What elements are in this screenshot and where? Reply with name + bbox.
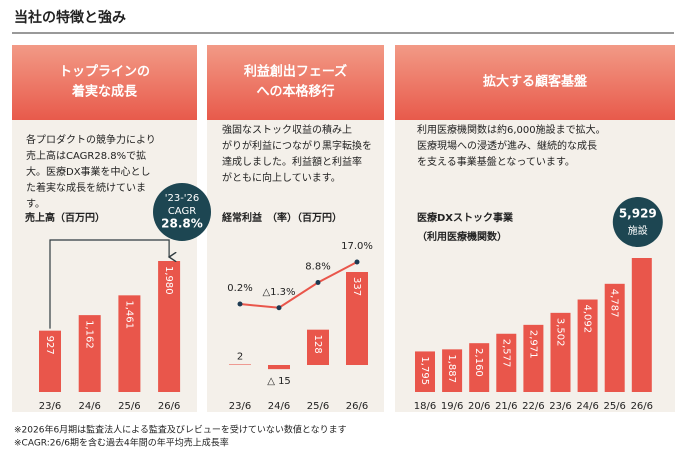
rate-marker	[276, 305, 282, 311]
x-tick-label: 25/6	[307, 401, 329, 412]
bar	[118, 295, 141, 392]
bar	[268, 365, 290, 370]
callout-badge	[612, 197, 663, 247]
bar	[78, 315, 101, 392]
bar	[415, 351, 435, 392]
cagr-text: 28.8%	[161, 217, 203, 231]
x-tick-label: 25/6	[118, 401, 140, 412]
bar	[604, 283, 625, 392]
cagr-text: CAGR	[168, 206, 196, 217]
panel-header	[12, 45, 197, 120]
chart-title: 医療DXストック事業	[417, 211, 514, 224]
bar	[577, 299, 598, 392]
panel-text: 利用医療機関数は約6,000施設まで拡大。	[417, 123, 606, 136]
bar	[523, 324, 544, 392]
bar	[550, 312, 571, 392]
rate-label: 8.8%	[305, 262, 330, 273]
value-label: 2	[237, 351, 243, 362]
bar	[39, 330, 61, 392]
chart-title: （利用医療機関数）	[417, 230, 507, 243]
chart-title: 売上高（百万円）	[25, 211, 105, 224]
callout-unit: 施設	[628, 224, 648, 237]
x-tick-label: 25/6	[603, 401, 625, 412]
rate-marker	[315, 280, 321, 285]
x-tick-label: 20/6	[468, 401, 490, 412]
rate-label: △1.3%	[262, 287, 295, 298]
rate-marker	[237, 301, 243, 307]
bar	[229, 364, 251, 365]
panel-text: を支える事業基盤となっています。	[417, 155, 575, 168]
cagr-badge	[153, 183, 211, 241]
cagr-arrow	[49, 239, 169, 329]
panel-heading: 着実な成長	[71, 84, 138, 100]
x-tick-label: 22/6	[522, 401, 544, 412]
panel-text: がりが利益につながり黒字転換を	[222, 139, 372, 152]
chart-title: 経常利益 （率）（百万円）	[222, 211, 342, 224]
bar	[631, 258, 652, 392]
panel-heading: 利益創出フェーズ	[244, 64, 347, 80]
panel-text: 医療現場への浸透が進み、継続的な成長	[417, 139, 597, 152]
panel-text: 各プロダクトの競争力により	[26, 133, 156, 146]
value-label: 927	[44, 336, 55, 355]
x-tick-label: 26/6	[631, 401, 653, 412]
panel-text: す。	[26, 198, 45, 210]
footnote: ※2026年6月期は監査法人による監査及びレビューを受けていない数値となります	[14, 424, 347, 436]
x-tick-label: 23/6	[39, 401, 61, 412]
value-label: 1,795	[419, 356, 430, 385]
x-tick-label: 26/6	[158, 401, 180, 412]
value-label: 1,461	[123, 300, 134, 329]
value-label: 2,160	[473, 348, 484, 377]
value-label: 3,502	[555, 318, 566, 347]
x-tick-label: 24/6	[78, 401, 100, 412]
value-label: 4,787	[609, 289, 620, 318]
panel-text: 達成しました。利益額と利益率	[222, 155, 362, 168]
value-label: 128	[312, 335, 323, 354]
x-tick-label: 18/6	[414, 401, 436, 412]
value-label: 1,162	[84, 320, 95, 349]
bar	[346, 272, 368, 365]
rate-marker	[354, 259, 360, 265]
bar	[496, 333, 517, 392]
bar	[469, 343, 490, 392]
x-tick-label: 23/6	[549, 401, 571, 412]
panel-heading: への本格移行	[256, 84, 334, 100]
x-tick-label: 24/6	[268, 401, 290, 412]
value-label: △ 15	[267, 376, 291, 387]
value-label: 4,092	[582, 305, 593, 334]
x-tick-label: 26/6	[346, 401, 368, 412]
panel-header	[395, 45, 675, 120]
panel-header	[207, 45, 384, 120]
panel-text: た着実な成長を続けていま	[26, 181, 146, 194]
panel-text: 売上高はCAGR28.8%で拡	[26, 149, 146, 162]
value-label: 2,577	[500, 339, 511, 368]
panel-text: 強固なストック収益の積み上	[222, 123, 352, 136]
panel-heading: トップラインの	[59, 65, 150, 80]
cagr-text: '23-'26	[165, 193, 200, 204]
x-tick-label: 21/6	[495, 401, 517, 412]
panel-text: がともに向上しています。	[222, 171, 341, 184]
value-label: 2,971	[527, 330, 538, 359]
panel-heading: 拡大する顧客基盤	[483, 74, 588, 90]
x-tick-label: 24/6	[576, 401, 598, 412]
bar	[158, 261, 181, 392]
value-label: 337	[351, 277, 362, 296]
bar	[442, 349, 463, 392]
rate-line	[239, 261, 358, 309]
callout-value: 5,929	[619, 207, 657, 221]
value-label: 1,887	[446, 354, 457, 383]
x-tick-label: 23/6	[229, 401, 251, 412]
bar	[307, 329, 329, 365]
footnote: ※CAGR:26/6期を含む過去4年間の年平均売上成長率	[14, 437, 229, 449]
x-tick-label: 19/6	[441, 401, 463, 412]
panel-text: 大。医療DX事業を中心とし	[26, 165, 151, 178]
value-label: 1,980	[163, 266, 174, 295]
page-title: 当社の特徴と強み	[14, 9, 126, 26]
rate-label: 0.2%	[227, 283, 252, 294]
rate-label: 17.0%	[341, 241, 373, 252]
